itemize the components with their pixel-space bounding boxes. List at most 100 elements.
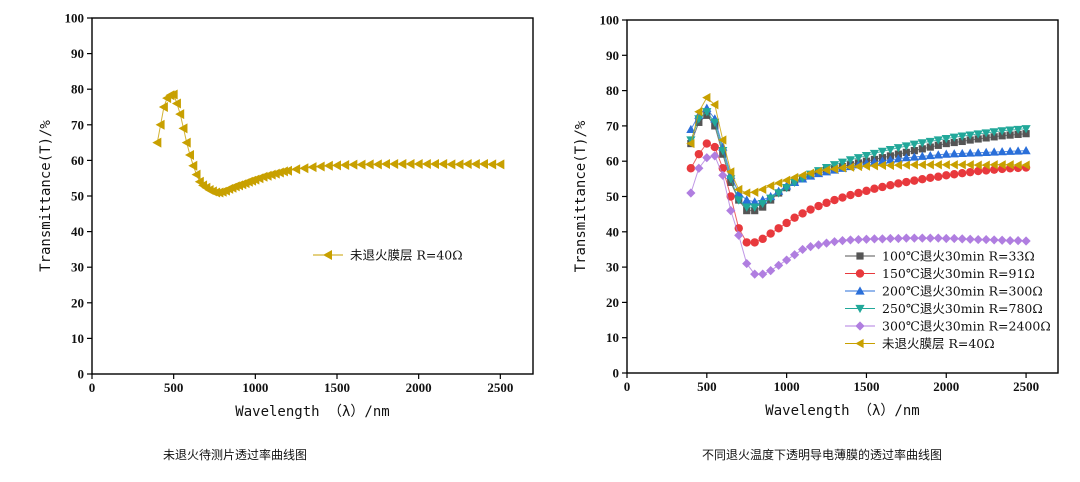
- data-point: [1005, 146, 1015, 155]
- data-point: [925, 137, 935, 147]
- data-point: [909, 160, 918, 170]
- data-point: [837, 158, 848, 167]
- data-point: [990, 133, 998, 141]
- data-point: [291, 164, 301, 175]
- data-point: [1013, 146, 1023, 155]
- data-point: [782, 218, 791, 228]
- data-point: [934, 141, 942, 149]
- data-point: [805, 242, 816, 252]
- data-point: [957, 148, 967, 158]
- legend-label: 150℃退火30min R=91Ω: [882, 266, 1035, 281]
- data-point: [981, 160, 990, 170]
- data-point: [949, 149, 959, 158]
- data-point: [348, 159, 358, 170]
- data-point: [790, 172, 799, 183]
- data-point: [933, 150, 943, 159]
- data-point: [1013, 125, 1023, 135]
- data-point: [910, 147, 918, 155]
- data-point: [885, 145, 895, 155]
- data-point: [389, 158, 399, 169]
- data-point: [487, 159, 497, 170]
- series-line: [156, 93, 501, 193]
- data-point: [805, 168, 815, 178]
- data-point: [438, 158, 448, 169]
- data-point: [175, 109, 185, 120]
- y-tick-label: 30: [606, 260, 619, 275]
- data-point: [965, 160, 974, 170]
- y-tick-label: 40: [71, 224, 84, 239]
- data-point: [750, 197, 760, 206]
- data-point: [829, 164, 839, 174]
- data-point: [821, 165, 831, 175]
- data-point: [405, 158, 415, 169]
- y-tick-label: 80: [606, 83, 619, 98]
- data-point: [774, 224, 783, 233]
- y-tick-label: 70: [606, 118, 619, 133]
- data-point: [742, 195, 752, 204]
- data-point: [973, 234, 983, 245]
- data-point: [797, 170, 807, 180]
- data-point: [861, 234, 872, 244]
- data-point: [917, 139, 927, 148]
- data-point: [782, 175, 791, 185]
- data-point: [942, 139, 950, 148]
- data-point: [686, 164, 696, 173]
- data-point: [862, 186, 871, 196]
- data-point: [1021, 125, 1031, 134]
- x-tick-label: 2500: [487, 380, 513, 395]
- data-point: [734, 184, 743, 195]
- data-point: [1014, 130, 1022, 138]
- legend-label: 未退火膜层 R=40Ω: [350, 248, 463, 263]
- data-point: [797, 244, 808, 255]
- legend: 100℃退火30min R=33Ω 150℃退火30min R=91Ω 200℃退火…: [845, 249, 1051, 351]
- data-point: [838, 193, 847, 202]
- data-point: [821, 238, 832, 248]
- data-point: [885, 233, 895, 244]
- data-point: [702, 93, 711, 103]
- data-point: [766, 194, 776, 203]
- data-point: [814, 201, 823, 211]
- legend-marker: [855, 269, 865, 278]
- data-point: [742, 188, 751, 198]
- y-tick-label: 0: [78, 367, 85, 382]
- x-tick-label: 2000: [933, 379, 959, 394]
- data-point: [909, 140, 919, 149]
- x-tick-label: 500: [164, 380, 184, 395]
- data-point: [372, 159, 382, 170]
- data-point: [941, 233, 951, 244]
- data-point: [782, 184, 792, 193]
- data-point: [893, 154, 903, 163]
- data-point: [877, 147, 888, 156]
- data-point: [750, 187, 759, 197]
- data-point: [949, 133, 959, 142]
- data-point: [918, 175, 927, 184]
- data-point: [766, 266, 776, 276]
- data-point: [869, 161, 879, 171]
- caption-left: 未退火待测片透过率曲线图: [163, 448, 308, 462]
- data-point: [997, 160, 1006, 170]
- data-point: [997, 147, 1007, 156]
- data-point: [430, 158, 439, 169]
- legend-marker: [855, 286, 865, 295]
- data-point: [774, 189, 784, 198]
- data-point: [901, 160, 910, 170]
- data-point: [829, 237, 840, 247]
- y-tick-label: 90: [606, 48, 619, 63]
- data-point: [806, 205, 815, 214]
- y-tick-label: 80: [71, 82, 84, 97]
- caption-right: 不同退火温度下透明导电薄膜的透过率曲线图: [702, 448, 943, 462]
- data-point: [973, 160, 982, 170]
- data-point: [686, 124, 696, 134]
- data-point: [710, 100, 719, 110]
- data-point: [909, 152, 919, 161]
- data-point: [686, 188, 696, 198]
- data-point: [1013, 160, 1022, 170]
- data-point: [1006, 131, 1014, 139]
- data-point: [307, 162, 317, 173]
- legend-marker: [855, 338, 864, 349]
- data-point: [998, 132, 1006, 140]
- data-point: [894, 179, 903, 188]
